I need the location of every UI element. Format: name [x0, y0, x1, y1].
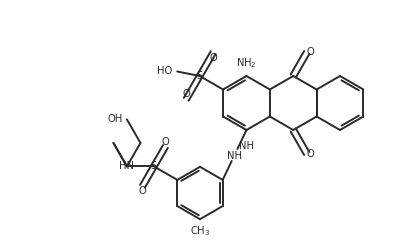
- Text: S: S: [196, 71, 203, 81]
- Text: O: O: [162, 137, 169, 146]
- Text: O: O: [307, 149, 315, 160]
- Text: CH$_3$: CH$_3$: [190, 224, 210, 238]
- Text: O: O: [139, 186, 146, 196]
- Text: NH$_2$: NH$_2$: [236, 56, 257, 70]
- Text: HN: HN: [119, 161, 134, 171]
- Text: NH: NH: [227, 151, 242, 161]
- Text: O: O: [182, 89, 190, 99]
- Text: NH: NH: [239, 141, 254, 151]
- Text: S: S: [151, 161, 157, 171]
- Text: OH: OH: [108, 114, 123, 124]
- Text: O: O: [209, 53, 217, 62]
- Text: HO: HO: [157, 67, 172, 77]
- Text: O: O: [307, 47, 315, 56]
